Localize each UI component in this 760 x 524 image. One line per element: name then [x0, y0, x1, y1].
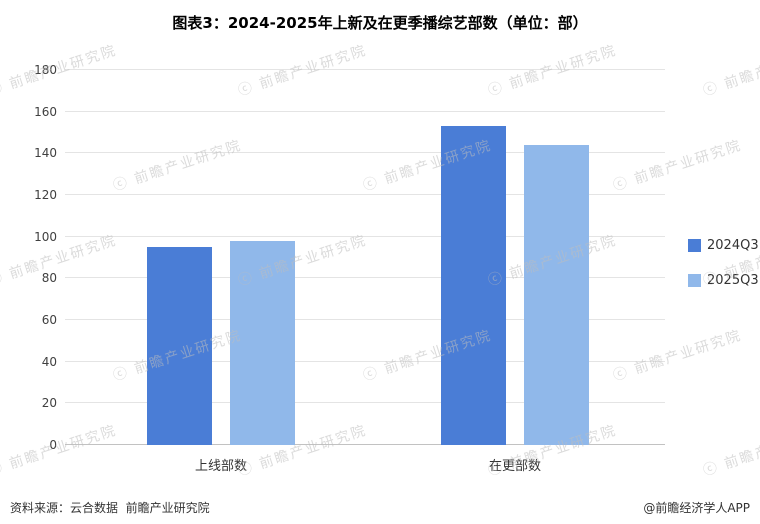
y-tick-label: 180	[34, 63, 57, 77]
bar-group-2	[441, 70, 589, 445]
legend-label: 2024Q3	[707, 238, 759, 253]
watermark: ⓒ 前瞻产业研究院	[701, 42, 760, 100]
credit: @前瞻经济学人APP	[643, 501, 750, 515]
y-tick-label: 160	[34, 104, 57, 119]
bar-2024Q3-1	[147, 247, 212, 445]
x-category-label: 上线部数	[194, 459, 248, 474]
chart-title: 图表3：2024-2025年上新及在更季播综艺部数（单位：部）	[172, 14, 588, 32]
y-tick-label: 80	[41, 271, 57, 286]
legend-label: 2025Q3	[707, 273, 759, 288]
y-tick-label: 20	[41, 396, 57, 411]
legend-item-2025Q3: 2025Q3	[688, 273, 759, 288]
source-note: 资料来源：云合数据 前瞻产业研究院	[10, 501, 210, 515]
bar-2025Q3-1	[230, 240, 295, 445]
gridline	[65, 69, 665, 70]
x-axis-line	[65, 444, 665, 445]
y-tick-label: 100	[34, 229, 57, 244]
y-tick-label: 40	[41, 354, 57, 369]
bar-group-1	[147, 70, 295, 445]
legend: 2024Q3 2025Q3	[688, 238, 759, 288]
footer: 资料来源：云合数据 前瞻产业研究院 @前瞻经济学人APP	[0, 499, 760, 516]
gridline	[65, 277, 665, 279]
gridline	[65, 235, 665, 237]
watermark: ⓒ 前瞻产业研究院	[701, 422, 760, 480]
gridline	[65, 110, 665, 112]
y-tick-label: 120	[34, 188, 57, 203]
gridline	[65, 402, 665, 404]
y-tick-label: 60	[41, 313, 57, 328]
bar-2024Q3-2	[441, 126, 506, 445]
plot-area: 0 20 40 60 80 100 120 140 160 180 上线部数 在更部数	[34, 63, 665, 474]
y-tick-label: 0	[49, 438, 57, 452]
gridline	[65, 194, 665, 195]
legend-swatch	[688, 239, 701, 252]
legend-item-2024Q3: 2024Q3	[688, 238, 759, 253]
y-tick-label: 140	[34, 146, 57, 161]
gridline	[65, 152, 665, 154]
bar-2025Q3-2	[524, 145, 589, 445]
x-category-label: 在更部数	[488, 459, 542, 474]
gridline	[65, 360, 665, 362]
legend-swatch	[688, 274, 701, 287]
gridline	[65, 319, 665, 320]
